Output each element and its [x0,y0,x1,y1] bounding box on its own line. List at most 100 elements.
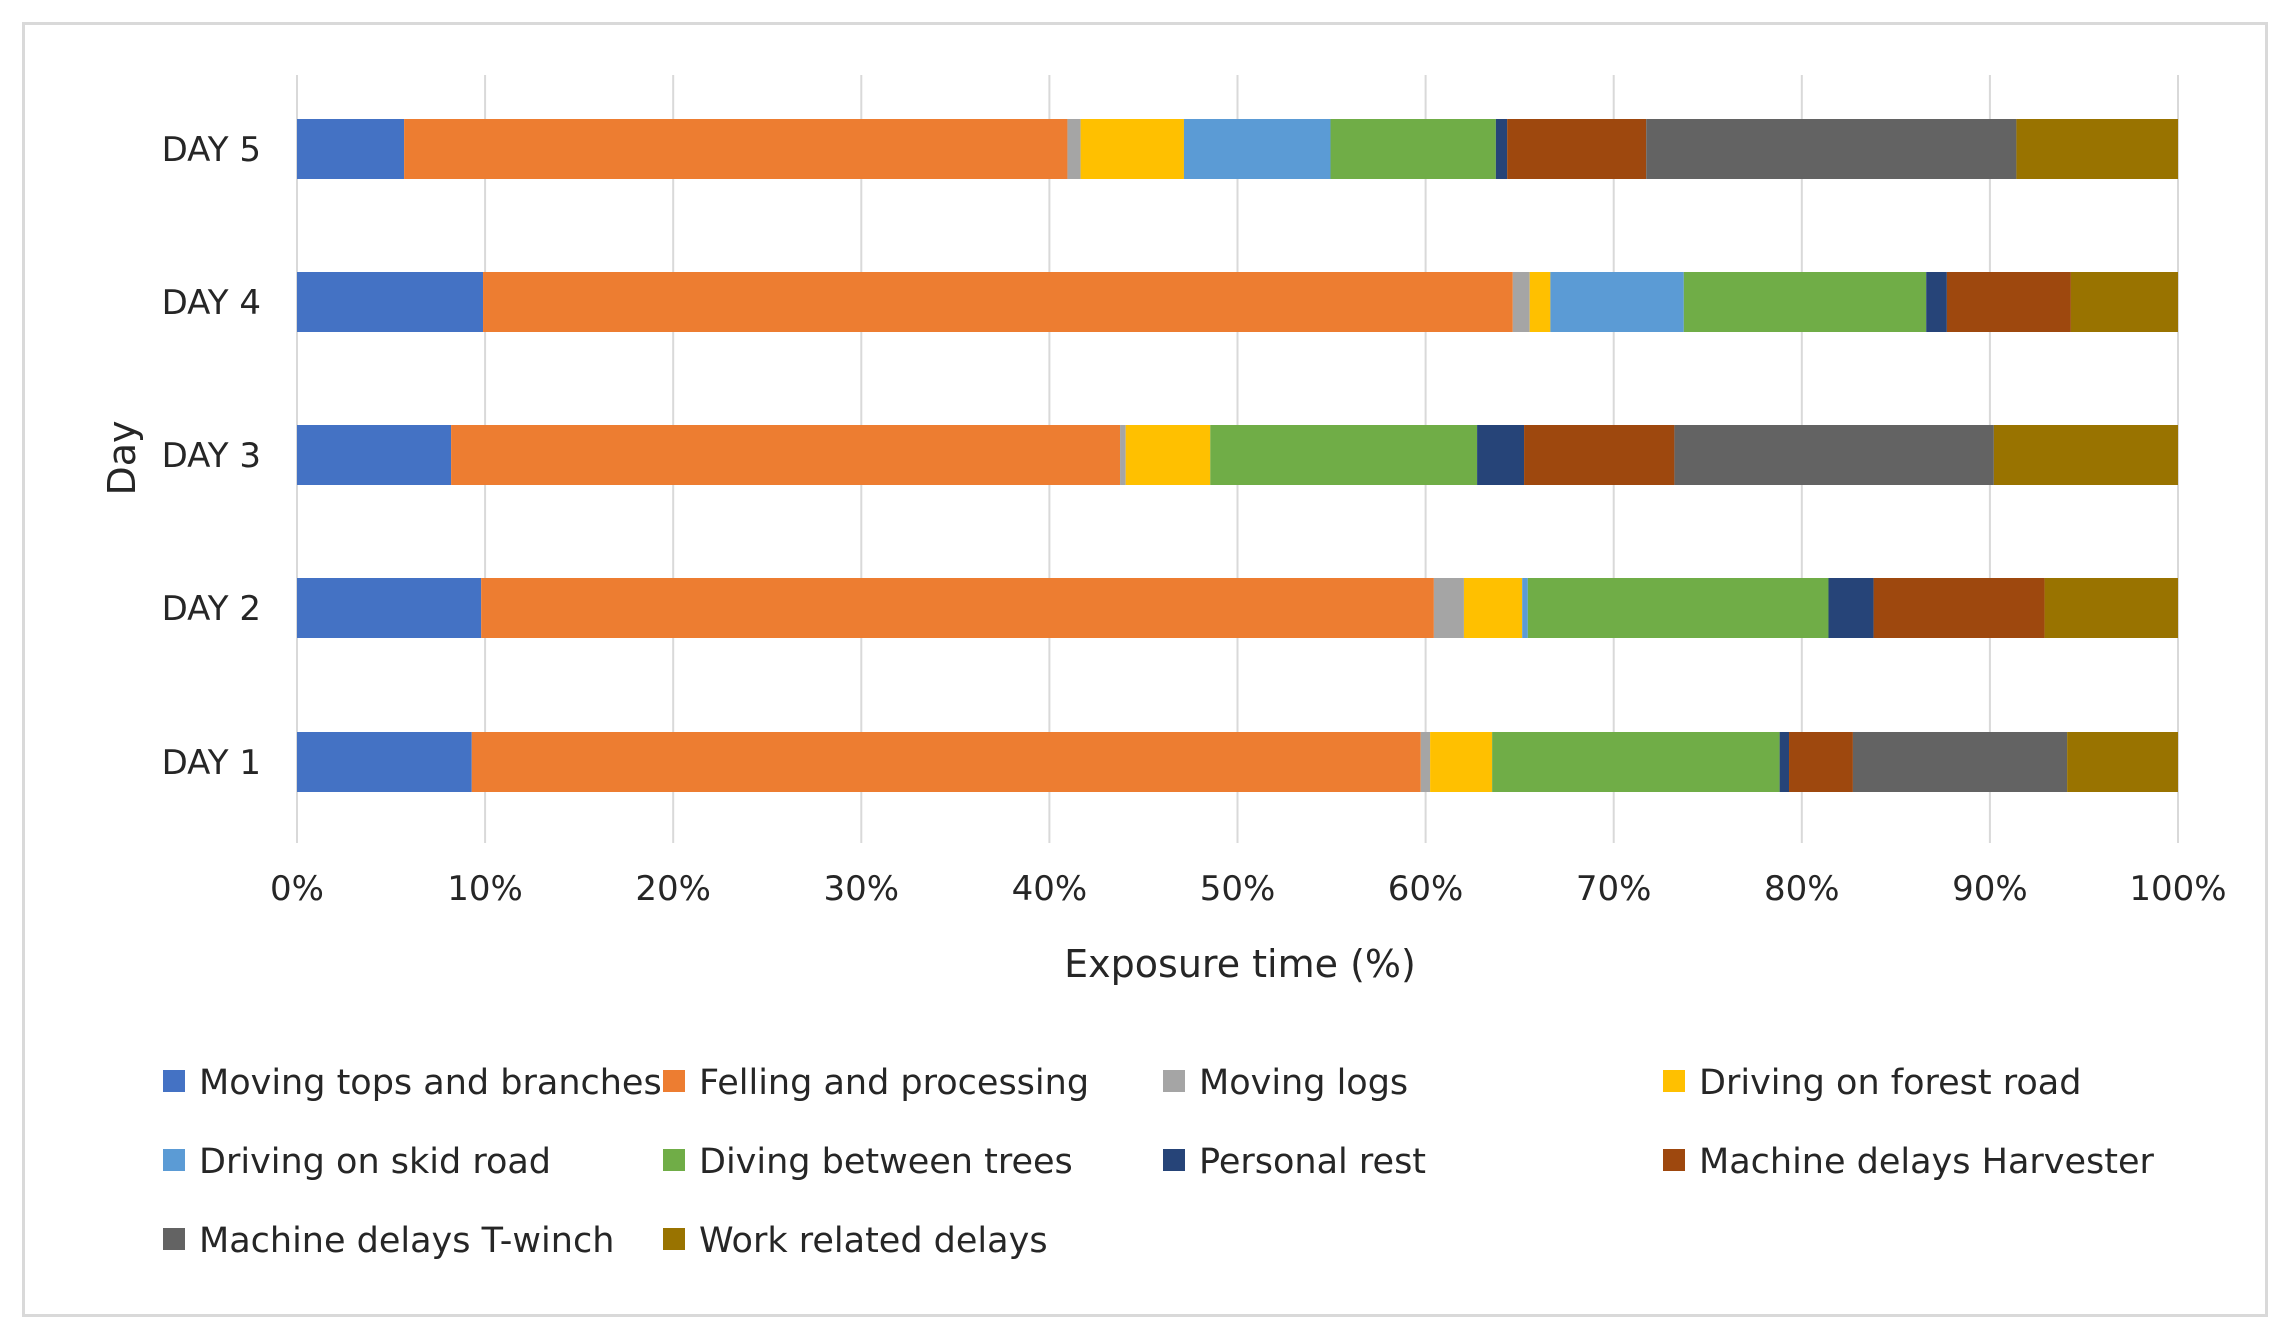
legend-label: Felling and processing [699,1063,1089,1103]
x-tick-label: 20% [635,869,711,909]
bar-segment [1067,119,1081,179]
legend-label: Diving between trees [699,1142,1073,1182]
x-tick-labels: 0% 10% 20% 30% 40% 50% 60% 70% 80% 90% 100% [270,869,2227,909]
legend-swatch [1663,1149,1685,1171]
bar-segment [1492,732,1780,792]
bar-segment [1330,119,1496,179]
bar-segment [1125,425,1211,485]
bar-segment [297,732,472,792]
bar-segment [1683,272,1927,332]
bar-segment [1873,578,2045,638]
bar-segment [1120,425,1126,485]
legend-swatch [663,1149,685,1171]
bar-segment [2067,732,2178,792]
x-tick-label: 90% [1952,869,2028,909]
legend-entry: Felling and processing [663,1063,1089,1103]
bar-segment [1433,578,1464,638]
bar-segment [1550,272,1684,332]
bar-segment [1828,578,1874,638]
bar-segment [1210,425,1478,485]
bar-segment [404,119,1068,179]
legend-entry: Personal rest [1163,1142,1426,1182]
bar-segment [1507,119,1647,179]
bars [297,119,2178,792]
bar-segment [1522,578,1528,638]
bar-segment [1463,578,1523,638]
legend-entry: Machine delays Harvester [1663,1142,2155,1182]
bar-segment [2044,578,2178,638]
bar-segment [1512,272,1530,332]
x-tick-label: 70% [1576,869,1652,909]
y-tick-label: DAY 3 [162,436,261,476]
x-tick-label: 0% [270,869,324,909]
legend-label: Driving on skid road [199,1142,551,1182]
y-tick-label: DAY 1 [162,743,261,783]
bar-segment [297,425,452,485]
chart-svg: 0% 10% 20% 30% 40% 50% 60% 70% 80% 90% 100% DAY 1D… [100,75,2227,1261]
bar-segment [1080,119,1184,179]
y-axis-title: Day [100,420,144,495]
legend-label: Personal rest [1199,1142,1426,1182]
bar-segment [297,272,484,332]
x-tick-label: 30% [824,869,900,909]
bar-segment [1527,578,1829,638]
bar-segment [1183,119,1331,179]
legend-entry: Driving on skid road [163,1142,551,1182]
legend-swatch [663,1228,685,1250]
legend-entry: Diving between trees [663,1142,1073,1182]
bar-segment [1926,272,1947,332]
legend-swatch [1663,1070,1685,1092]
legend-label: Moving tops and branches [199,1063,662,1103]
legend-label: Driving on forest road [1699,1063,2081,1103]
legend-label: Work related delays [699,1221,1048,1261]
bar-segment [451,425,1121,485]
legend-swatch [1163,1070,1185,1092]
bar-segment [1420,732,1431,792]
y-tick-labels: DAY 1 DAY 2 DAY 3 DAY 4 DAY 5 [162,130,261,783]
y-tick-label: DAY 4 [162,283,261,323]
legend-swatch [163,1228,185,1250]
bar-segment [1495,119,1508,179]
x-tick-label: 80% [1764,869,1840,909]
bar-segment [2070,272,2178,332]
legend-entry: Machine delays T-winch [163,1221,614,1261]
x-tick-label: 10% [447,869,523,909]
legend-swatch [1163,1149,1185,1171]
bar-segment [1524,425,1675,485]
bar-segment [1477,425,1525,485]
y-tick-label: DAY 5 [162,130,261,170]
bar-segment [1646,119,2017,179]
x-axis-title: Exposure time (%) [1064,942,1416,986]
legend: Moving tops and branches Felling and proc… [163,1063,2155,1261]
legend-label: Machine delays T-winch [199,1221,614,1261]
bar-segment [1946,272,2071,332]
x-tick-label: 60% [1388,869,1464,909]
legend-swatch [163,1149,185,1171]
x-tick-label: 50% [1200,869,1276,909]
bar-segment [297,119,405,179]
bar-segment [483,272,1513,332]
y-tick-label: DAY 2 [162,589,261,629]
bar-segment [1529,272,1551,332]
legend-entry: Driving on forest road [1663,1063,2081,1103]
x-tick-label: 40% [1012,869,1088,909]
legend-swatch [163,1070,185,1092]
bar-segment [481,578,1434,638]
legend-label: Moving logs [1199,1063,1408,1103]
bar-segment [1852,732,2068,792]
bar-segment [471,732,1421,792]
legend-entry: Moving logs [1163,1063,1408,1103]
bar-segment [1674,425,1994,485]
x-tick-label: 100% [2129,869,2226,909]
bar-segment [1993,425,2178,485]
bar-segment [297,578,482,638]
legend-label: Machine delays Harvester [1699,1142,2155,1182]
legend-swatch [663,1070,685,1092]
bar-segment [2016,119,2178,179]
bar-segment [1779,732,1790,792]
legend-entry: Moving tops and branches [163,1063,662,1103]
bar-segment [1789,732,1853,792]
bar-segment [1430,732,1493,792]
legend-entry: Work related delays [663,1221,1048,1261]
